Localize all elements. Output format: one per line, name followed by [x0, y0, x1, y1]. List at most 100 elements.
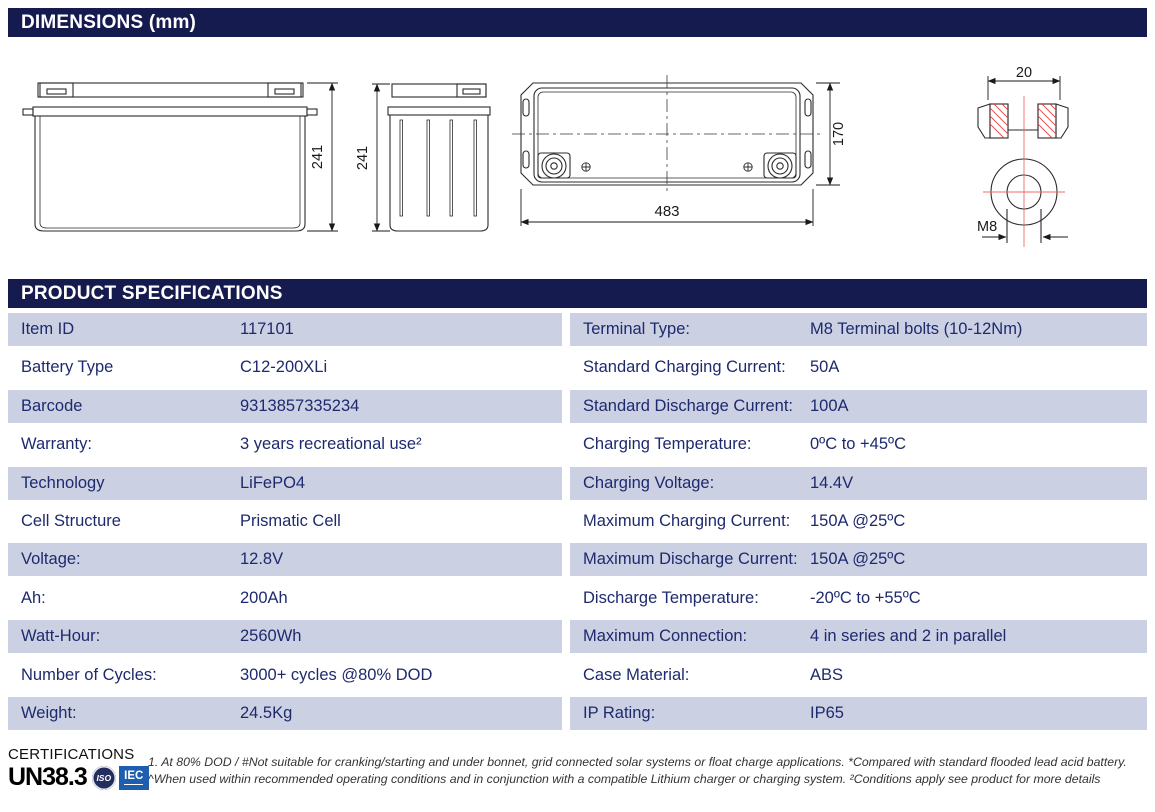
front-view-drawing	[22, 82, 318, 232]
spec-label: Terminal Type:	[583, 320, 690, 338]
spec-row-warranty: Warranty: 3 years recreational use²	[8, 428, 562, 461]
spec-value: LiFePO4	[240, 473, 306, 492]
spec-value: C12-200XLi	[240, 358, 328, 377]
spec-label: Cell Structure	[21, 511, 121, 530]
spec-value: 4 in series and 2 in parallel	[810, 627, 1007, 646]
spec-value: 150A @25ºC	[810, 550, 906, 569]
specifications-section-title: PRODUCT SPECIFICATIONS	[21, 282, 283, 304]
spec-value: 3 years recreational use²	[240, 435, 422, 454]
spec-value: 150A @25ºC	[810, 511, 906, 530]
spec-label: Discharge Temperature:	[583, 588, 759, 607]
spec-row-charging-voltage: Charging Voltage: 14.4V	[570, 466, 1147, 500]
iso-logo: ISO	[91, 765, 116, 790]
spec-label: Charging Voltage:	[583, 473, 715, 492]
terminal-cross-section	[977, 103, 1069, 139]
spec-label: Standard Charging Current:	[583, 358, 786, 377]
dimensions-section-title: DIMENSIONS (mm)	[21, 11, 197, 33]
spec-value: 24.5Kg	[240, 703, 293, 722]
spec-label: Number of Cycles:	[21, 665, 157, 684]
terminal-centerlines	[983, 96, 1065, 247]
spec-row-weight: Weight: 24.5Kg	[8, 696, 562, 730]
spec-label: Case Material:	[583, 665, 690, 684]
spec-label: Warranty:	[21, 435, 92, 454]
dimensions-section-header: DIMENSIONS (mm)	[8, 8, 1147, 37]
spec-row-charging-temperature: Charging Temperature: 0ºC to +45ºC	[570, 428, 1147, 461]
spec-row-barcode: Barcode 9313857335234	[8, 389, 562, 423]
spec-row-std-charging-current: Standard Charging Current: 50A	[570, 351, 1147, 384]
spec-label: Battery Type	[21, 358, 114, 377]
spec-table-left: Item ID 117101 Battery Type C12-200XLi B…	[8, 313, 562, 735]
spec-value: IP65	[810, 703, 844, 722]
dim-label-front-height: 241	[310, 145, 326, 169]
side-view-drawing	[387, 83, 491, 232]
spec-value: ABS	[810, 665, 844, 684]
spec-label: Maximum Connection:	[583, 627, 748, 646]
spec-value: 9313857335234	[240, 396, 360, 415]
spec-row-cycles: Number of Cycles: 3000+ cycles @80% DOD	[8, 659, 562, 692]
spec-row-std-discharge-current: Standard Discharge Current: 100A	[570, 389, 1147, 423]
dim-label-top-depth: 170	[831, 122, 847, 146]
spec-row-item-id: Item ID 117101	[8, 313, 562, 346]
dim-label-top-width: 483	[654, 203, 679, 220]
footnote-line-1: 1. At 80% DOD / #Not suitable for cranki…	[148, 755, 1127, 769]
certifications-block: CERTIFICATIONS UN38.3 ISO IEC	[8, 746, 149, 791]
top-view-centerlines	[512, 75, 822, 193]
spec-value: -20ºC to +55ºC	[810, 588, 921, 607]
dim-label-side-height: 241	[355, 146, 371, 170]
side-view-dimension-lines	[372, 83, 390, 232]
spec-label: Voltage:	[21, 550, 81, 569]
spec-label: Barcode	[21, 396, 83, 415]
footnotes: 1. At 80% DOD / #Not suitable for cranki…	[148, 754, 1153, 787]
spec-row-case-material: Case Material: ABS	[570, 659, 1147, 692]
spec-label: Item ID	[21, 320, 75, 338]
spec-row-battery-type: Battery Type C12-200XLi	[8, 351, 562, 384]
spec-label: Charging Temperature:	[583, 435, 752, 454]
dimension-drawings: 241 241	[22, 65, 1069, 247]
dim-label-terminal-thread: M8	[977, 219, 997, 235]
spec-label: Watt-Hour:	[21, 627, 101, 646]
spec-value: 12.8V	[240, 550, 284, 569]
spec-value: 3000+ cycles @80% DOD	[240, 665, 433, 684]
spec-label: Maximum Charging Current:	[583, 511, 791, 530]
spec-value: 50A	[810, 358, 840, 377]
hatch-right	[1038, 104, 1056, 138]
spec-row-technology: Technology LiFePO4	[8, 466, 562, 500]
iso-logo-label: ISO	[96, 772, 112, 783]
spec-row-ah: Ah: 200Ah	[8, 582, 562, 615]
spec-row-max-connection: Maximum Connection: 4 in series and 2 in…	[570, 620, 1147, 654]
spec-row-watt-hour: Watt-Hour: 2560Wh	[8, 620, 562, 654]
footnote-line-2: ^When used within recommended operating …	[148, 771, 1101, 786]
certifications-logos: UN38.3 ISO IEC	[8, 763, 149, 791]
spec-row-cell-structure: Cell Structure Prismatic Cell	[8, 505, 562, 538]
spec-value: M8 Terminal bolts (10-12Nm)	[810, 320, 1023, 338]
specifications-section-header: PRODUCT SPECIFICATIONS	[8, 279, 1147, 308]
spec-value: 2560Wh	[240, 627, 302, 646]
dim-label-terminal-width: 20	[1016, 65, 1032, 81]
spec-value: Prismatic Cell	[240, 511, 341, 530]
terminal-detail-drawing	[977, 76, 1069, 247]
top-view-dimension-lines	[520, 82, 840, 226]
spec-row-max-discharge-current: Maximum Discharge Current: 150A @25ºC	[570, 543, 1147, 577]
spec-label: Weight:	[21, 703, 77, 722]
un383-mark: UN38.3	[8, 763, 88, 791]
spec-label: IP Rating:	[583, 703, 656, 722]
spec-value: 14.4V	[810, 473, 854, 492]
spec-table-right: Terminal Type: M8 Terminal bolts (10-12N…	[570, 313, 1147, 735]
hatch-left	[990, 104, 1008, 138]
spec-row-discharge-temperature: Discharge Temperature: -20ºC to +55ºC	[570, 582, 1147, 615]
iec-logo: IEC	[118, 765, 149, 790]
front-view-dimension-lines	[307, 82, 338, 232]
terminal-dimension-lines	[982, 76, 1068, 241]
spec-row-voltage: Voltage: 12.8V	[8, 543, 562, 577]
screw-symbols	[581, 162, 753, 172]
spec-value: 117101	[240, 320, 294, 338]
spec-row-terminal-type: Terminal Type: M8 Terminal bolts (10-12N…	[570, 313, 1147, 346]
spec-label: Standard Discharge Current:	[583, 396, 794, 415]
spec-value: 100A	[810, 396, 849, 415]
spec-row-ip-rating: IP Rating: IP65	[570, 696, 1147, 730]
iec-logo-label: IEC	[124, 770, 144, 785]
spec-label: Technology	[21, 473, 105, 492]
spec-label: Ah:	[21, 588, 46, 607]
certifications-title: CERTIFICATIONS	[8, 746, 135, 763]
spec-value: 200Ah	[240, 588, 288, 607]
